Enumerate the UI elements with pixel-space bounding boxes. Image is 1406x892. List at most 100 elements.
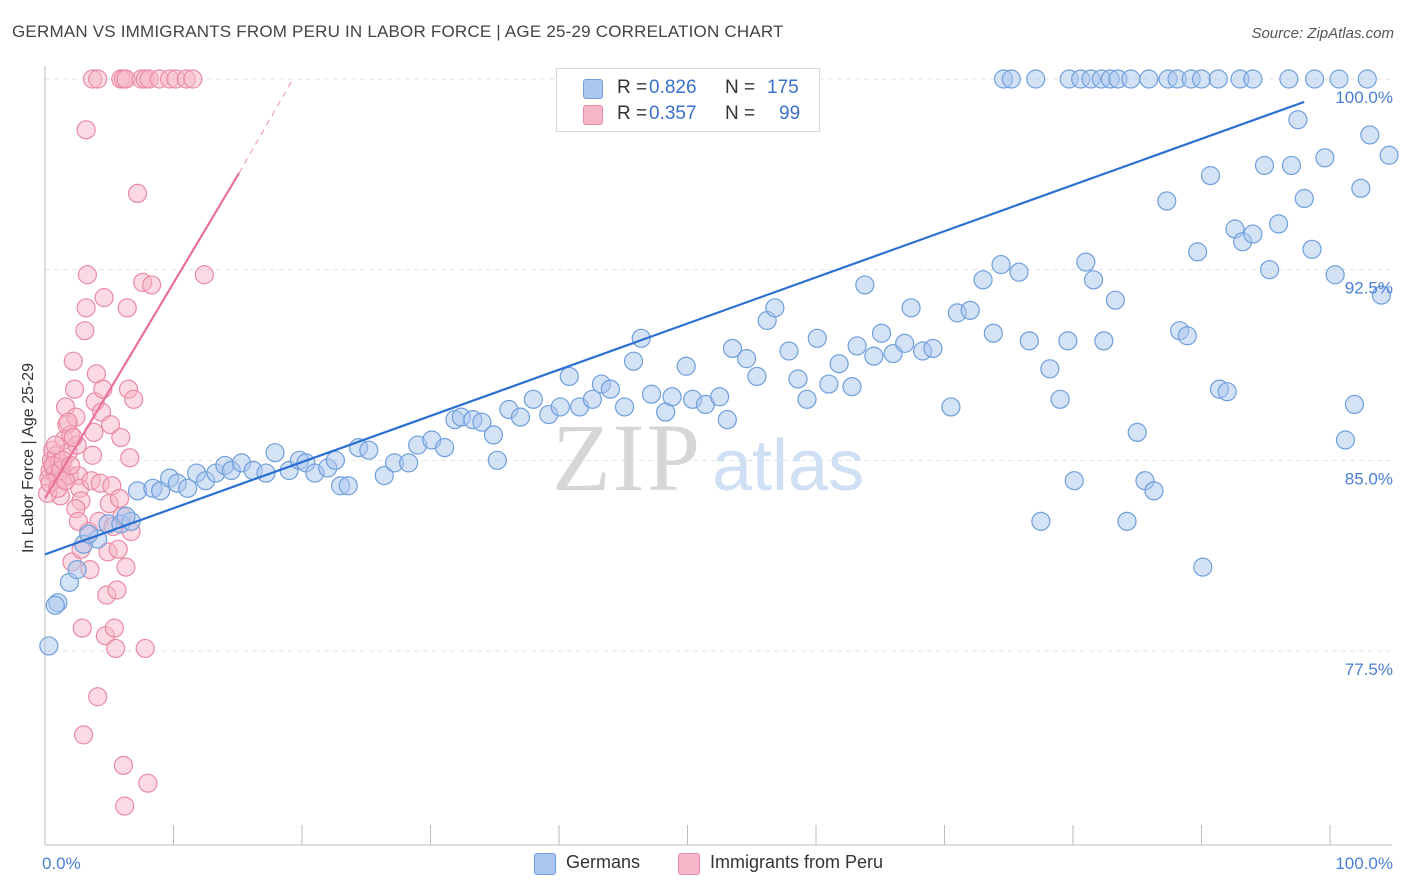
point-germans [1260,260,1280,280]
point-germans [523,389,543,409]
point-peru [142,275,162,295]
legend-n-label: N = [725,77,756,98]
point-germans [614,397,635,417]
point-peru [135,638,155,659]
point-germans [79,524,99,544]
point-germans [765,298,785,318]
point-germans [1315,148,1335,168]
point-peru [107,580,127,600]
legend-row-peru: R = 0.357 N = 99 [557,101,819,129]
point-germans [1279,69,1299,89]
point-germans [1243,224,1263,244]
point-peru [138,773,158,793]
watermark: ZIP atlas [552,404,864,511]
point-germans [1026,69,1046,89]
grid-lines [45,78,1392,652]
point-peru [88,687,108,707]
point-germans [1117,511,1137,531]
point-germans [399,453,419,473]
x-tick-label: 100.0% [1335,854,1393,873]
point-germans [1127,422,1147,442]
point-germans [855,275,875,295]
x-tick-label: 0.0% [42,854,81,873]
legend-r-label: R = [617,77,648,98]
point-peru [120,448,140,468]
point-peru [116,557,136,577]
point-germans [788,369,808,389]
point-germans [325,450,346,470]
point-germans [1200,166,1221,186]
point-germans [265,443,285,463]
point-germans [1254,155,1275,176]
point-germans [67,560,87,580]
point-peru [124,389,144,409]
point-germans [1302,239,1322,259]
point-germans [941,397,961,417]
point-germans [1019,331,1039,351]
point-germans [710,387,730,407]
point-peru [73,725,94,745]
point-germans [983,323,1003,343]
series-germans [39,69,1399,656]
point-germans [747,366,767,387]
point-peru [127,183,148,203]
point-germans [991,254,1011,275]
trend-line-germans [44,100,1305,556]
legend-n-value: 99 [779,103,801,124]
point-peru [111,427,131,448]
point-germans [1001,69,1021,89]
trend-line-peru [44,172,240,500]
legend: R = 0.826 N = 175 R = 0.357 N = 99 [556,68,820,132]
point-peru [68,511,89,531]
point-germans [39,636,59,656]
trend-line-peru-extension [238,78,294,174]
point-germans [1050,389,1070,409]
point-germans [1360,125,1380,145]
watermark-zip: ZIP [552,404,702,511]
point-peru [100,415,121,435]
point-germans [1325,265,1345,285]
point-germans [472,412,492,432]
point-peru [115,796,135,816]
y-tick-label: 100.0% [1335,88,1393,107]
point-germans [1344,394,1365,415]
tick-labels: 77.5% 85.0% 92.5% 100.0% 0.0% 100.0% [42,88,1393,873]
point-germans [435,438,455,458]
point-germans [1157,191,1177,211]
point-germans [338,476,358,496]
point-germans [662,387,682,407]
point-peru [75,321,95,341]
point-germans [483,425,504,445]
point-germans [923,338,943,359]
point-germans [1217,382,1237,402]
point-germans [623,351,644,371]
point-peru [106,638,126,659]
point-germans [1379,145,1399,165]
chart-title: GERMAN VS IMMIGRANTS FROM PERU IN LABOR … [12,22,784,41]
point-germans [1304,69,1325,89]
point-germans [1351,178,1371,198]
bottom-legend-swatch-peru [678,853,700,875]
point-peru [113,755,133,776]
point-peru [45,435,65,455]
legend-swatch-peru [583,105,603,125]
point-germans [582,389,603,409]
y-tick-label: 85.0% [1345,469,1393,488]
point-germans [559,366,579,387]
point-germans [45,595,65,615]
point-peru [77,265,98,285]
point-germans [717,410,737,430]
point-peru [76,120,96,140]
point-germans [1031,511,1051,531]
point-peru [108,539,128,559]
point-germans [1357,69,1377,89]
point-peru [183,69,203,89]
point-peru [72,618,92,638]
point-germans [1064,471,1084,491]
point-germans [1268,214,1289,234]
legend-r-label: R = [617,103,648,124]
point-germans [1083,270,1104,290]
point-peru [109,488,130,509]
point-germans [864,346,884,366]
point-germans [1371,285,1392,305]
